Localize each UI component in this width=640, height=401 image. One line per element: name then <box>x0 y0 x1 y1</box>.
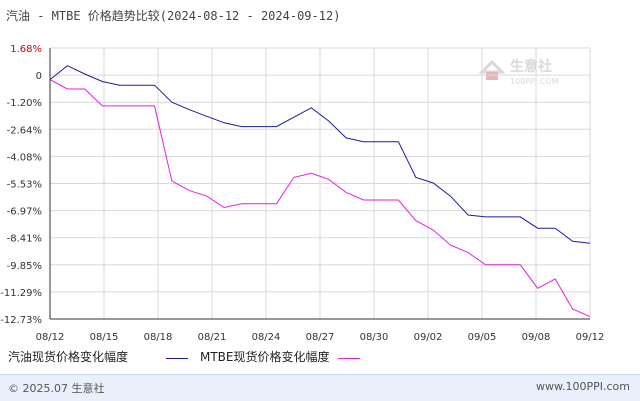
legend-gasoline-label: 汽油现货价格变化幅度 <box>8 350 129 364</box>
copyright-text: © 2025.07 生意社 <box>8 382 105 395</box>
chart-title: 汽油 - MTBE 价格趋势比较(2024-08-12 - 2024-09-12… <box>6 9 341 23</box>
legend-mtbe-swatch <box>338 358 360 359</box>
watermark-house-icon <box>478 59 506 74</box>
legend-gasoline-swatch <box>166 358 188 359</box>
y-tick-label: -5.53% <box>7 180 42 191</box>
x-tick-label: 09/02 <box>414 332 443 343</box>
x-tick-label: 08/15 <box>90 332 119 343</box>
x-tick-label: 08/27 <box>306 332 335 343</box>
site-link[interactable]: www.100PPI.com <box>536 380 630 393</box>
watermark-house-body <box>486 72 498 80</box>
x-tick-label: 09/08 <box>522 332 551 343</box>
y-tick-label: -12.73% <box>0 315 42 326</box>
chart-canvas: 生意社 100PPI.COM 1.68% 0 -1.20% -2.64% -4.08% -… <box>0 44 605 343</box>
x-tick-label: 08/12 <box>36 332 65 343</box>
y-tick-label: -6.97% <box>7 207 42 218</box>
x-tick-label: 08/18 <box>144 332 173 343</box>
series-line-mtbe <box>49 79 591 318</box>
x-tick-label: 09/05 <box>468 332 497 343</box>
y-tick-label: 1.68% <box>10 44 42 55</box>
y-tick-label: -9.85% <box>7 261 42 272</box>
footer-bar <box>0 374 640 401</box>
y-tick-label: -8.41% <box>7 234 42 245</box>
x-tick-label: 09/12 <box>576 332 605 343</box>
y-tick-label: -1.20% <box>7 98 42 109</box>
legend-mtbe-label: MTBE现货价格变化幅度 <box>200 350 330 364</box>
legend: 汽油现货价格变化幅度 MTBE现货价格变化幅度 <box>0 348 640 370</box>
watermark-logo: 生意社 100PPI.COM <box>478 58 559 86</box>
y-tick-label: -11.29% <box>0 288 42 299</box>
x-tick-label: 08/21 <box>198 332 227 343</box>
y-tick-label: -2.64% <box>7 125 42 136</box>
watermark-brand: 生意社 <box>510 58 552 75</box>
watermark-url: 100PPI.COM <box>510 77 559 86</box>
y-tick-label: 0 <box>36 71 42 82</box>
series-line-gasoline <box>49 65 591 244</box>
y-tick-label: -4.08% <box>7 152 42 163</box>
x-tick-label: 08/24 <box>252 332 281 343</box>
x-tick-label: 08/30 <box>360 332 389 343</box>
